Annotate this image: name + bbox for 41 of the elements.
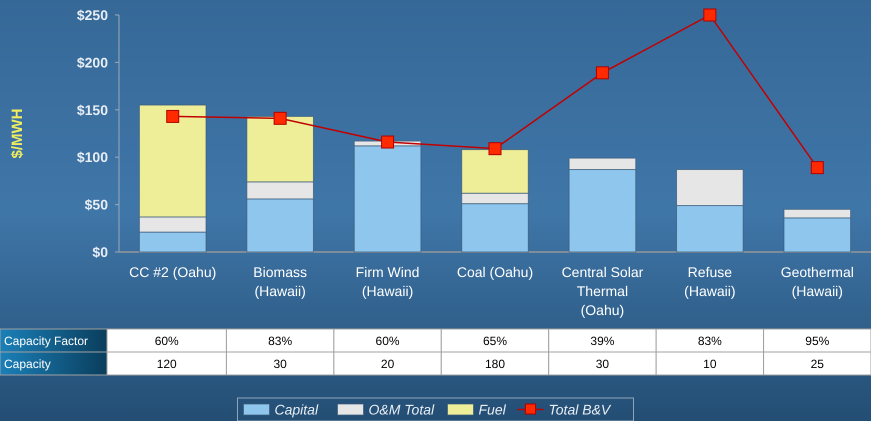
text: 120 (156, 357, 178, 371)
x-tick-label: Central Solar Thermal (Oahu) (562, 264, 644, 318)
text: 60% (154, 334, 180, 348)
x-tick-label: Refuse (Hawaii) (684, 264, 736, 299)
y-tick-label: $0 (92, 244, 108, 260)
y-tick-label: $200 (76, 54, 108, 70)
legend-label: Total B&V (548, 402, 612, 418)
text: 20 (380, 357, 395, 371)
text: 25 (810, 357, 824, 371)
text: 39% (590, 334, 615, 348)
y-axis-title: $/MWH (9, 108, 26, 158)
y-tick-label: $100 (76, 149, 108, 166)
text: Capacity Factor (4, 334, 88, 348)
text: 60% (376, 334, 400, 348)
point (703, 8, 716, 22)
x-tick-label: Firm Wind (Hawaii) (356, 264, 420, 299)
text: 83% (698, 334, 722, 348)
text: 30 (596, 357, 610, 371)
y-tick-label: $50 (84, 196, 108, 213)
text: 83% (268, 334, 292, 348)
x-tick-label: Geothermal (Hawaii) (780, 264, 854, 299)
point (381, 136, 394, 149)
y-tick-label: $150 (76, 102, 108, 118)
point (274, 112, 287, 125)
x-tick-label: Coal (Oahu) (456, 264, 534, 280)
legend-label: Fuel (478, 402, 507, 418)
legend-label: Capital (274, 402, 319, 418)
point (488, 142, 502, 156)
legend-label: O&M Total (368, 402, 436, 418)
text: 180 (484, 357, 506, 371)
y-tick-label: $250 (76, 7, 108, 23)
text: Capacity (4, 357, 51, 371)
point (596, 66, 609, 80)
x-tick-label: CC #2 (Oahu) (129, 264, 216, 280)
x-tick-label: Biomass (Hawaii) (253, 264, 307, 299)
point (810, 161, 824, 174)
text: 95% (805, 334, 830, 348)
text: 65% (482, 334, 508, 348)
point (166, 110, 180, 123)
text: 10 (703, 357, 717, 371)
text: 30 (273, 357, 288, 371)
